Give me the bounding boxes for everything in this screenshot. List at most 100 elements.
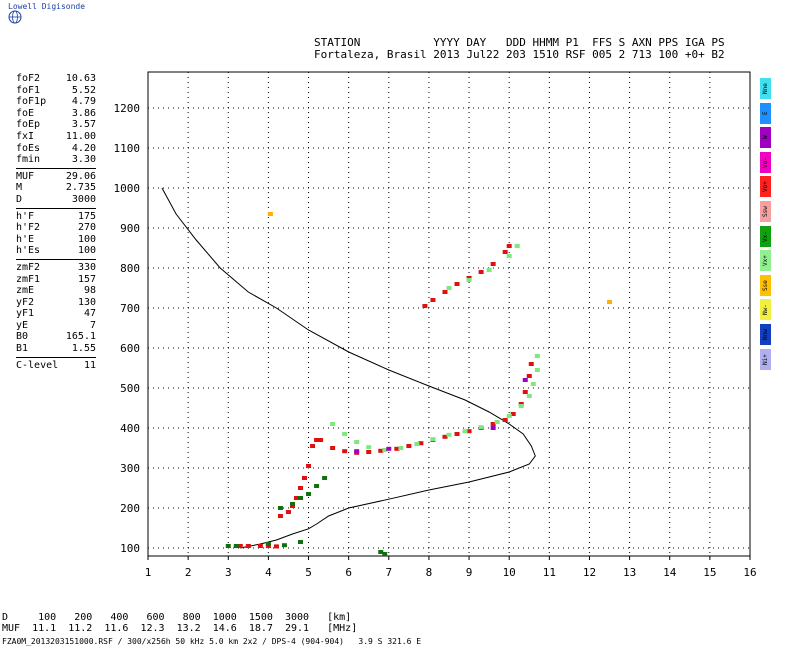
echo-point <box>414 442 420 446</box>
param-value: 3.30 <box>71 154 96 166</box>
echo-point <box>514 244 520 248</box>
x-tick-label: 1 <box>145 566 152 579</box>
param-separator <box>16 207 96 209</box>
param-name: zmF1 <box>16 273 41 285</box>
param-name: foF2 <box>16 73 41 84</box>
echo-point <box>378 550 384 554</box>
param-value: 175 <box>77 210 96 222</box>
x-tick-label: 4 <box>265 566 272 579</box>
param-name: D <box>16 193 23 205</box>
param-value: 11.00 <box>65 130 96 142</box>
legend-label: Vx- <box>762 230 769 242</box>
legend-item: Vo- <box>760 151 771 173</box>
echo-point <box>418 441 424 446</box>
echo-point <box>530 382 536 386</box>
echo-point <box>342 432 348 436</box>
y-tick-label: 500 <box>120 382 140 395</box>
param-row: h'F2 270 <box>16 222 96 234</box>
param-name: B0 <box>16 331 29 343</box>
param-name: B1 <box>16 343 29 355</box>
echo-point <box>494 420 500 424</box>
echo-point <box>306 492 312 496</box>
param-value: 270 <box>77 222 96 234</box>
param-name: foF1 <box>16 84 41 96</box>
legend-label: W <box>762 135 769 140</box>
echo-point <box>318 438 324 442</box>
echo-point <box>285 510 291 514</box>
legend-label: Vo- <box>762 156 769 168</box>
y-tick-label: 200 <box>120 502 140 515</box>
legend-item: Vx+ <box>760 250 771 272</box>
param-row: yF2 130 <box>16 297 96 309</box>
echo-point <box>366 450 372 454</box>
x-tick-label: 5 <box>305 566 312 579</box>
echo-point <box>502 250 508 254</box>
x-tick-label: 2 <box>185 566 192 579</box>
echo-point <box>442 434 448 439</box>
y-tick-label: 1000 <box>114 182 141 195</box>
param-row: B1 1.55 <box>16 343 96 355</box>
echo-point <box>490 426 496 430</box>
echo-point <box>607 300 613 304</box>
echo-point <box>298 486 304 490</box>
param-value: 4.20 <box>71 142 96 154</box>
header-values: Fortaleza, Brasil 2013 Jul22 203 1510 RS… <box>314 48 725 61</box>
x-tick-label: 6 <box>345 566 352 579</box>
param-row: fmin 3.30 <box>16 154 96 166</box>
echo-point <box>342 449 348 454</box>
echo-point <box>466 429 472 434</box>
param-value: 11 <box>83 359 96 371</box>
echo-point <box>534 368 540 372</box>
echo-point <box>394 446 400 451</box>
param-row: foF2 10.63 <box>16 73 96 85</box>
legend-item: Ni+ <box>760 348 771 370</box>
echo-point <box>281 543 287 548</box>
param-value: 100 <box>77 233 96 245</box>
echo-point <box>330 446 336 450</box>
distance-row: D 100 200 400 600 800 1000 1500 3000 [km… <box>2 612 352 623</box>
x-tick-label: 10 <box>503 566 516 579</box>
param-name: M <box>16 182 23 194</box>
param-name: h'Es <box>16 245 41 257</box>
echo-point <box>478 425 484 430</box>
echo-point <box>245 544 251 548</box>
echo-point <box>506 254 512 258</box>
param-separator <box>16 258 96 260</box>
param-separator <box>16 356 96 358</box>
echo-point <box>510 412 516 416</box>
echo-point <box>293 496 299 500</box>
echo-point <box>302 476 308 480</box>
legend-label: Nw- <box>762 304 769 316</box>
y-tick-label: 100 <box>120 542 140 555</box>
y-tick-label: 800 <box>120 262 140 275</box>
param-row: h'Es 100 <box>16 245 96 257</box>
echo-point <box>233 544 239 548</box>
y-tick-label: 400 <box>120 422 140 435</box>
param-name: zmE <box>16 285 35 297</box>
echo-point <box>506 414 512 418</box>
file-footer: FZA0M_2013203151000.RSF / 300/x256h 50 k… <box>2 637 422 646</box>
param-value: 2.735 <box>65 182 96 194</box>
echo-point <box>446 432 452 437</box>
param-name: h'F <box>16 210 35 222</box>
echo-point <box>289 502 295 506</box>
param-name: yE <box>16 319 29 331</box>
echo-point <box>382 552 388 556</box>
param-value: 10.63 <box>65 73 96 84</box>
legend-label: Nne <box>762 83 769 94</box>
echo-point <box>298 496 304 500</box>
param-name: h'E <box>16 233 35 245</box>
param-value: 5.52 <box>71 84 96 96</box>
echo-point <box>378 448 384 453</box>
param-row: zmF2 330 <box>16 262 96 274</box>
echo-point <box>446 286 452 290</box>
legend-label: Ssw <box>762 206 769 217</box>
param-value: 7 <box>89 319 96 331</box>
echo-point <box>526 374 532 378</box>
param-value: 130 <box>77 296 96 308</box>
echo-point <box>454 282 460 286</box>
echo-point <box>267 212 273 216</box>
echo-point <box>486 268 492 272</box>
globe-icon <box>8 10 22 24</box>
echo-point <box>490 262 496 266</box>
